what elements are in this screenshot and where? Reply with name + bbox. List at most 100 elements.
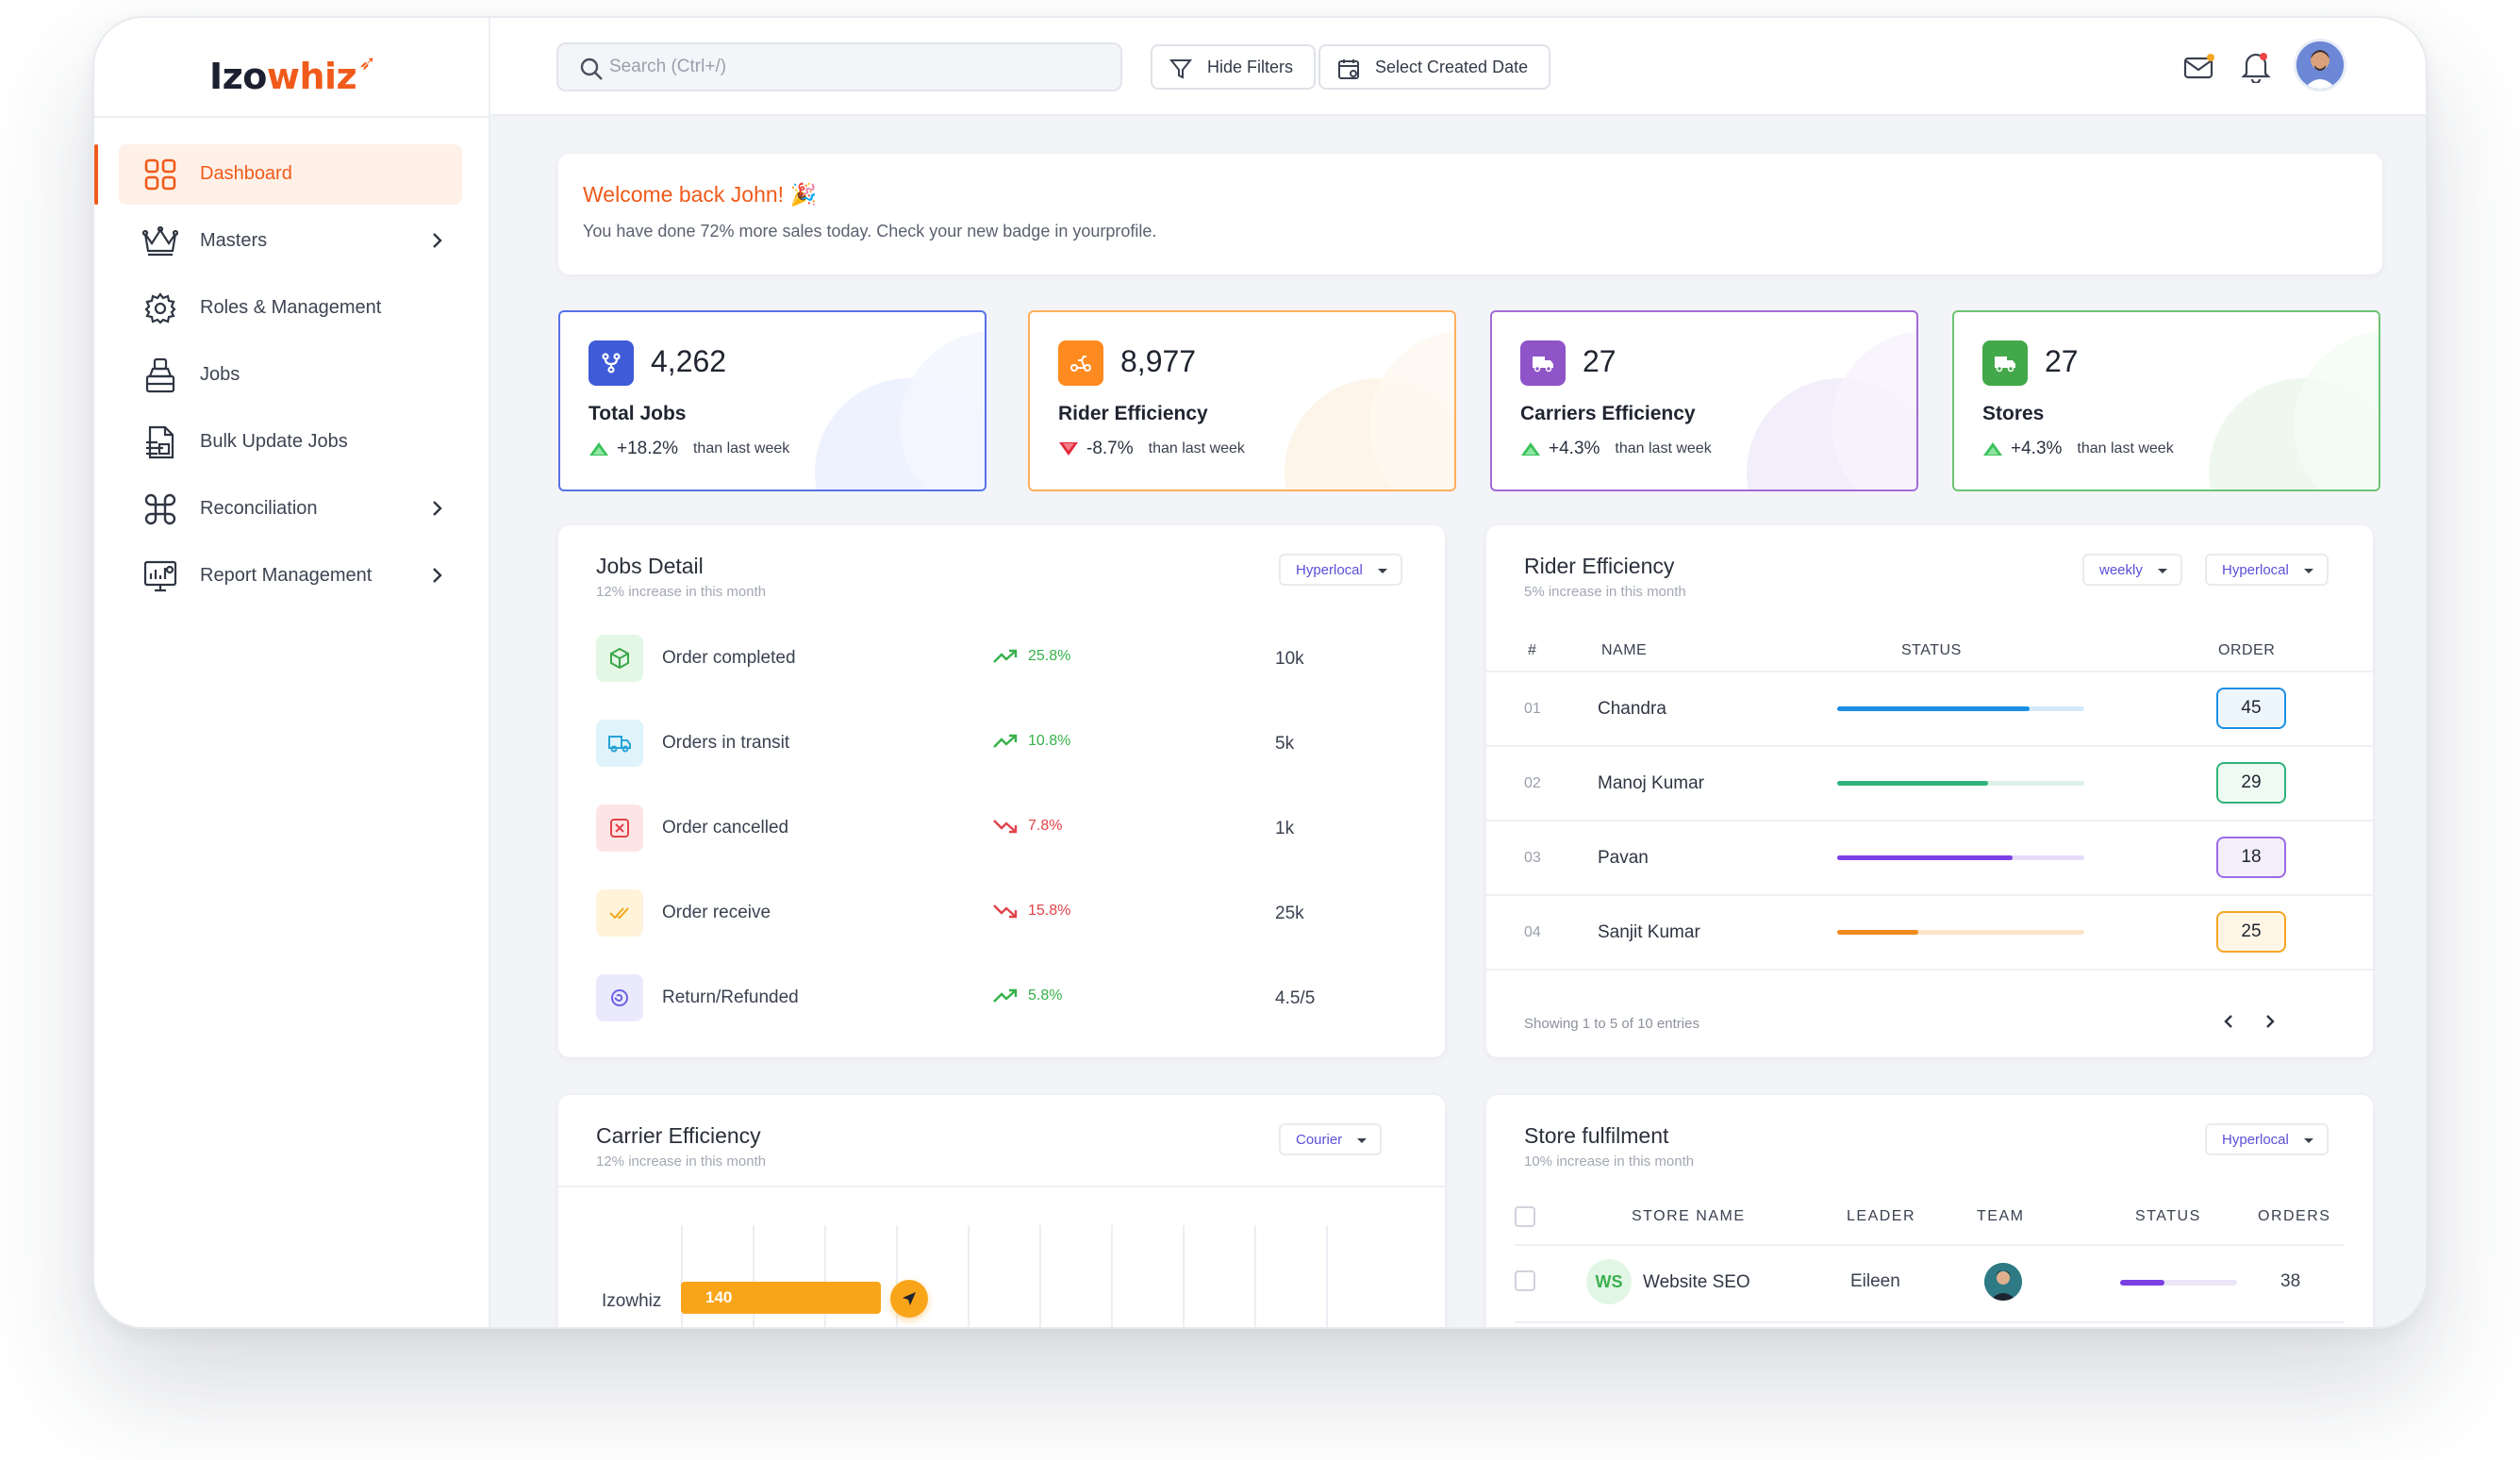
sidebar-item-dashboard[interactable]: Dashboard — [94, 141, 490, 207]
store-filter-dropdown[interactable]: Hyperlocal — [2205, 1123, 2329, 1155]
sidebar-item-label: Masters — [200, 230, 268, 251]
status-progress — [1837, 781, 2084, 786]
column-header[interactable]: ORDER — [2218, 642, 2276, 658]
column-header[interactable]: NAME — [1601, 642, 1648, 658]
double-check-icon — [596, 889, 643, 937]
column-header[interactable]: ORDERS — [2258, 1208, 2331, 1224]
table-row[interactable]: 02 Manoj Kumar 29 — [1486, 745, 2373, 820]
stat-change: +4.3% than last week — [1520, 439, 1712, 459]
chevron-left-icon — [2224, 1015, 2232, 1028]
stat-value: 27 — [1583, 344, 1616, 378]
trend-down-icon — [993, 820, 1018, 834]
search-box[interactable] — [556, 42, 1122, 91]
brand-logo[interactable]: Izo whiz ➶ — [209, 51, 376, 98]
trend-up-icon — [993, 734, 1018, 748]
search-input[interactable] — [609, 57, 1100, 77]
welcome-title: Welcome back John! 🎉 — [583, 182, 818, 207]
table-row[interactable]: 04 Sanjit Kumar 25 — [1486, 894, 2373, 969]
pagination-info: Showing 1 to 5 of 10 entries — [1524, 1016, 1699, 1032]
period-filter-dropdown[interactable]: weekly — [2082, 554, 2182, 586]
crown-icon — [141, 223, 179, 260]
notification-button[interactable] — [2237, 48, 2275, 86]
status-progress — [1837, 930, 2084, 935]
column-header[interactable]: STATUS — [1901, 642, 1962, 658]
status-progress — [2120, 1280, 2237, 1286]
avatar-icon — [2296, 41, 2344, 89]
leader-name: Eileen — [1850, 1271, 1900, 1291]
store-name: Website SEO — [1643, 1272, 1750, 1292]
table-row[interactable]: 03 Pavan 18 — [1486, 820, 2373, 894]
caret-down-icon — [2303, 1138, 2313, 1143]
select-all-checkbox[interactable] — [1515, 1206, 1535, 1227]
scooter-icon — [1058, 340, 1103, 386]
carrier-filter-dropdown[interactable]: Courier — [1279, 1123, 1383, 1155]
sidebar-item-reconciliation[interactable]: Reconciliation — [94, 475, 490, 542]
grid-line — [896, 1225, 898, 1327]
row-checkbox[interactable] — [1515, 1270, 1535, 1291]
order-count: 25 — [2216, 911, 2286, 953]
trend-up-icon — [589, 442, 608, 456]
table-row[interactable]: 01 Chandra 45 — [1486, 671, 2373, 745]
sidebar: Izo whiz ➶ Dashboard Masters — [94, 18, 490, 1327]
sidebar-item-masters[interactable]: Masters — [94, 207, 490, 274]
sidebar-item-roles[interactable]: Roles & Management — [94, 274, 490, 341]
select-date-label: Select Created Date — [1375, 57, 1529, 76]
mail-button[interactable] — [2180, 48, 2218, 86]
stat-card-total-jobs[interactable]: 4,262 Total Jobs +18.2% than last week — [558, 310, 986, 491]
column-header[interactable]: STORE NAME — [1632, 1208, 1746, 1224]
column-header[interactable]: LEADER — [1847, 1208, 1916, 1224]
card-subtitle: 12% increase in this month — [596, 584, 767, 600]
prev-page-button[interactable] — [2213, 1004, 2246, 1038]
column-header: # — [1528, 642, 1537, 658]
stat-label: Total Jobs — [589, 403, 687, 424]
stat-card-rider-efficiency[interactable]: 8,977 Rider Efficiency -8.7% than last we… — [1028, 310, 1456, 491]
divider — [1515, 1321, 2345, 1323]
list-item: Order completed 25.8% 10k — [596, 635, 1407, 682]
column-header[interactable]: TEAM — [1977, 1208, 2025, 1224]
sidebar-item-bulk-update[interactable]: Bulk Update Jobs — [94, 408, 490, 475]
grid-line — [1254, 1225, 1256, 1327]
list-item: Orders in transit 10.8% 5k — [596, 720, 1407, 767]
bar-label: Izowhiz — [602, 1291, 662, 1311]
sidebar-item-label: Report Management — [200, 565, 373, 586]
caret-down-icon — [1377, 569, 1387, 573]
welcome-card: Welcome back John! 🎉 You have done 72% m… — [558, 154, 2382, 274]
select-date-button[interactable]: Select Created Date — [1318, 44, 1551, 90]
active-highlight — [119, 144, 462, 205]
hide-filters-button[interactable]: Hide Filters — [1151, 44, 1317, 90]
column-header[interactable]: STATUS — [2135, 1208, 2201, 1224]
sidebar-item-report-management[interactable]: Report Management — [94, 542, 490, 609]
dashboard-grid-icon — [141, 156, 179, 193]
grid-line — [968, 1225, 970, 1327]
top-header: Hide Filters Select Created Date — [490, 18, 2426, 116]
sidebar-item-jobs[interactable]: Jobs — [94, 341, 490, 408]
chevron-right-icon — [2266, 1015, 2275, 1028]
stat-label: Rider Efficiency — [1058, 403, 1208, 424]
chevron-right-icon — [433, 501, 442, 516]
trend-up-icon — [993, 649, 1018, 663]
user-avatar[interactable] — [2294, 39, 2346, 91]
stat-card-stores[interactable]: 27 Stores +4.3% than last week — [1952, 310, 2380, 491]
card-title: Store fulfilment — [1524, 1123, 1669, 1148]
package-icon — [596, 635, 643, 682]
list-item: Order receive 15.8% 25k — [596, 889, 1407, 937]
bell-icon — [2241, 53, 2271, 83]
decor-circle — [1369, 331, 1454, 489]
grid-line — [1111, 1225, 1113, 1327]
filter-icon — [1169, 59, 1192, 79]
next-page-button[interactable] — [2252, 1004, 2286, 1038]
sidebar-item-label: Roles & Management — [200, 297, 382, 318]
store-initials-avatar: WS — [1586, 1259, 1632, 1304]
search-icon — [580, 58, 603, 80]
bar[interactable]: 140 — [681, 1282, 881, 1314]
order-count: 29 — [2216, 762, 2286, 804]
status-progress — [1837, 706, 2084, 711]
stat-label: Carriers Efficiency — [1520, 403, 1696, 424]
grid-line — [1183, 1225, 1185, 1327]
stat-card-carriers-efficiency[interactable]: 27 Carriers Efficiency +4.3% than last we… — [1490, 310, 1918, 491]
jobs-filter-dropdown[interactable]: Hyperlocal — [1279, 554, 1402, 586]
jobs-icon — [141, 357, 179, 394]
table-row[interactable]: WS Website SEO Eileen 38 — [1486, 1246, 2373, 1321]
type-filter-dropdown[interactable]: Hyperlocal — [2205, 554, 2329, 586]
trend-down-icon — [1059, 442, 1078, 456]
